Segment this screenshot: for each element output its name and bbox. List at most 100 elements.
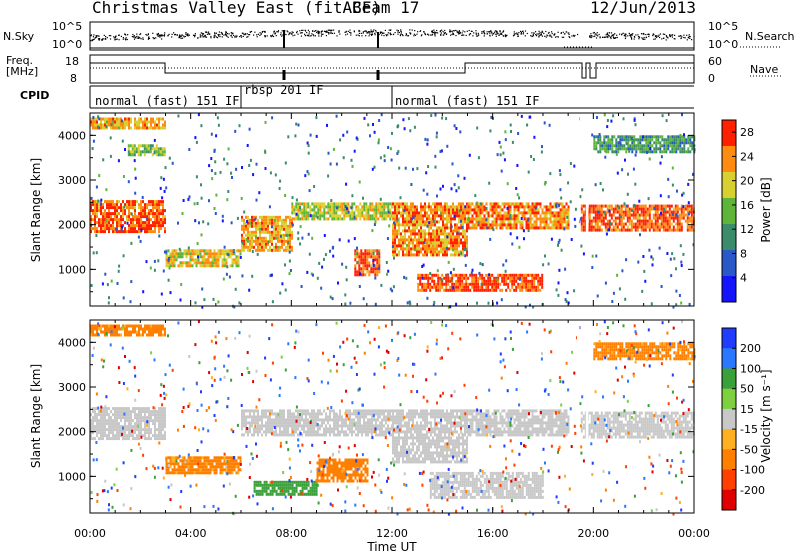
noise-cell [337,281,339,285]
data-cell [606,225,609,229]
nsky-point [164,32,166,34]
data-gap [585,113,589,306]
data-cell [597,135,600,139]
data-cell [475,208,478,212]
data-cell [142,215,144,219]
data-cell [580,210,583,214]
noise-cell [505,259,508,263]
noise-cell [222,277,225,281]
data-cell [102,126,104,130]
data-cell [561,214,564,218]
nsky-point [275,35,277,37]
noise-cell [124,148,126,151]
nsky-point [456,30,458,32]
nsky-point [105,36,107,38]
noise-cell [498,140,501,144]
nsky-point [494,30,496,32]
nave-tick-bottom: 0 [708,72,715,85]
nsky-point [320,35,322,37]
data-cell [429,288,432,292]
data-cell [603,138,606,142]
data-cell [408,226,410,230]
noise-cell [160,292,163,296]
data-cell [392,223,394,227]
nsky-point [666,36,668,38]
data-cell [158,227,160,231]
nsky-point [410,33,412,35]
data-cell [452,241,454,245]
data-cell [531,288,534,292]
data-cell [237,255,240,259]
noise-cell [363,116,366,120]
nsky-point [285,34,287,36]
nsky-point [139,37,141,39]
nsky-point [209,33,211,35]
data-cell [442,205,444,209]
data-cell [509,279,512,283]
nsky-point [562,31,564,33]
data-cell [435,288,438,292]
data-cell [171,252,174,256]
nsky-point [178,35,180,37]
noise-cell [379,156,382,160]
nsky-point [318,32,320,34]
data-cell [601,144,604,148]
data-cell [664,213,667,217]
data-cell [582,213,585,217]
data-cell [438,226,440,230]
data-cell [671,147,674,151]
data-cell [452,235,454,239]
data-cell [594,213,597,217]
data-cell [627,147,630,151]
data-cell [358,267,361,271]
data-cell [426,211,428,215]
data-cell [549,205,552,209]
data-cell [158,117,160,121]
data-cell [408,250,410,254]
data-cell [98,206,100,210]
nsky-point [400,29,402,31]
data-cell [509,220,512,224]
data-cell [265,224,267,228]
data-cell [108,324,110,328]
nsky-point [538,36,540,38]
data-cell [96,327,98,331]
nsky-point [139,33,141,36]
noise-cell [92,251,95,255]
noise-cell [356,260,359,264]
nsky-point [231,33,233,35]
nsky-point [589,35,591,37]
nsky-point [148,37,151,40]
data-cell [457,273,460,277]
nsky-point [672,34,674,36]
noise-cell [379,197,382,201]
data-cell [179,264,182,268]
data-cell [129,153,132,157]
noise-cell [345,182,348,186]
noise-cell [200,196,203,200]
noise-cell [230,171,233,175]
nsky-point [686,39,688,41]
noise-cell [179,298,182,302]
data-cell [283,221,285,225]
data-cell [485,211,488,215]
nsky-point [411,29,413,31]
data-cell [423,276,426,280]
data-cell [279,215,281,219]
data-cell [443,288,446,292]
noise-cell [168,257,170,260]
data-cell [456,250,458,254]
nsky-point [560,32,562,34]
data-cell [541,226,544,230]
data-cell [531,211,534,215]
noise-cell [680,301,683,305]
noise-cell [194,219,197,223]
data-cell [497,273,500,277]
data-cell [358,261,361,265]
nsky-point [156,34,158,36]
data-cell [543,205,546,209]
data-cell [104,117,106,121]
data-cell [495,202,498,206]
data-cell [448,232,450,236]
